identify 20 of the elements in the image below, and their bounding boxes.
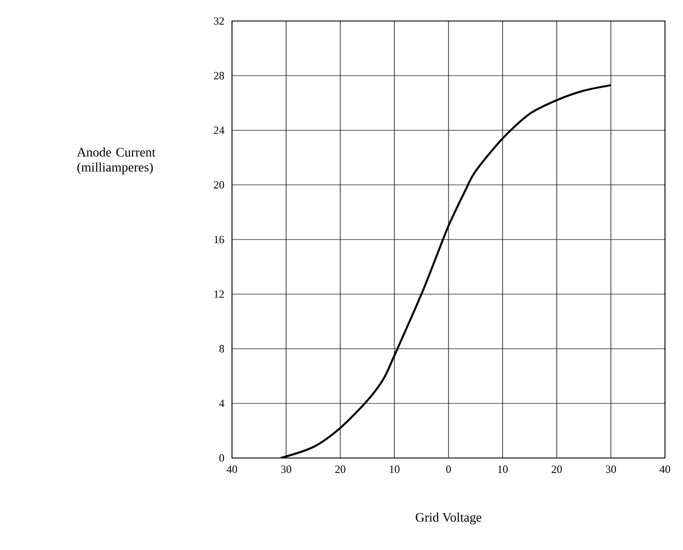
y-tick-label: 32	[214, 17, 224, 25]
x-tick-label: 40	[226, 466, 238, 473]
y-tick-label: 0	[219, 454, 224, 462]
x-tick-label: 10	[390, 466, 400, 473]
y-tick-label: 20	[214, 181, 224, 189]
x-tick-label: 20	[335, 466, 346, 473]
y-tick-label: 8	[219, 345, 224, 352]
x-tick-label: 30	[281, 466, 292, 473]
x-axis-title: Grid Voltage	[416, 512, 482, 524]
y-axis-title: Anode Current (milliamperes)	[76, 147, 156, 174]
x-tick-label: 30	[606, 466, 616, 473]
y-tick-label: 12	[214, 290, 224, 298]
y-tick-label: 4	[219, 400, 224, 407]
y-tick-label: 28	[214, 72, 224, 80]
x-tick-label: 0	[446, 466, 451, 473]
x-tick-label: 40	[660, 466, 670, 473]
y-tick-label: 16	[214, 236, 224, 244]
x-tick-label: 20	[552, 466, 562, 473]
x-tick-label: 10	[498, 466, 508, 473]
y-tick-label: 24	[214, 126, 224, 134]
